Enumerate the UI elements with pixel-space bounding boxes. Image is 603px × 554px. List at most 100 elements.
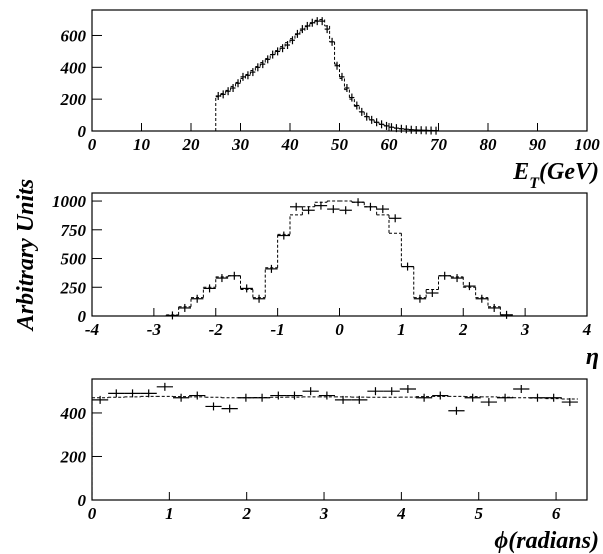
x-axis-title: η: [586, 344, 599, 370]
data-point: [464, 393, 481, 402]
x-tick-label: 6: [552, 504, 561, 523]
x-axis-title-part: ϕ(radians): [494, 528, 599, 554]
data-point: [463, 282, 476, 291]
data-point: [339, 206, 352, 215]
data-point: [225, 87, 231, 96]
data-point: [561, 398, 578, 407]
x-axis-title-part: η: [586, 344, 599, 370]
data-point: [389, 214, 402, 223]
x-tick-label: 2: [458, 320, 468, 339]
data-point: [191, 294, 204, 303]
data-point: [230, 84, 236, 93]
x-tick-label: 1: [165, 504, 174, 523]
y-tick-label: 400: [60, 58, 87, 77]
data-point: [327, 205, 340, 214]
x-tick-label: 4: [582, 320, 592, 339]
data-point: [448, 406, 465, 415]
y-tick-label: 0: [78, 307, 87, 326]
x-tick-label: 5: [474, 504, 483, 523]
data-point: [235, 79, 241, 88]
data-point: [173, 393, 190, 402]
plot-frame: [91, 192, 588, 317]
y-tick-label: 500: [61, 250, 87, 269]
data-point: [334, 61, 340, 70]
data-point: [215, 91, 221, 100]
data-point: [240, 284, 253, 293]
y-tick-label: 1000: [52, 192, 87, 211]
data-point: [108, 389, 125, 398]
data-point: [277, 231, 290, 240]
data-point: [376, 205, 389, 214]
data-point: [299, 25, 305, 34]
data-point: [286, 391, 303, 400]
data-point: [324, 25, 330, 34]
data-point: [124, 389, 141, 398]
data-point: [92, 395, 109, 404]
data-point: [302, 387, 319, 396]
data-point: [215, 274, 229, 283]
data-point: [334, 395, 352, 404]
data-point: [280, 44, 286, 53]
data-point: [344, 84, 350, 93]
y-axis-title: Arbitrary Units: [13, 179, 39, 332]
x-tick-label: 0: [88, 135, 97, 154]
data-point: [189, 391, 206, 400]
data-point: [203, 284, 216, 293]
x-tick-label: 0: [335, 320, 344, 339]
data-point: [252, 294, 266, 303]
data-point: [221, 404, 238, 413]
y-tick-label: 200: [60, 90, 87, 109]
x-tick-label: 30: [231, 135, 250, 154]
data-point: [383, 387, 400, 396]
x-tick-label: 3: [319, 504, 329, 523]
data-point: [399, 385, 416, 394]
data-point: [545, 393, 562, 402]
data-point: [432, 391, 449, 400]
y-tick-label: 0: [78, 491, 87, 510]
data-point: [304, 21, 310, 30]
y-tick-label: 400: [60, 404, 87, 423]
x-tick-label: 80: [480, 135, 498, 154]
x-tick-label: -3: [147, 320, 162, 339]
data-point: [450, 274, 464, 283]
data-point: [318, 391, 335, 400]
data-point: [140, 389, 157, 398]
data-point: [513, 385, 530, 394]
data-point: [351, 395, 368, 404]
y-tick-label: 250: [60, 278, 87, 297]
x-tick-label: 40: [281, 135, 300, 154]
data-point: [314, 17, 320, 26]
data-point: [413, 294, 427, 303]
data-point: [354, 101, 360, 110]
x-axis-title-part: T: [529, 175, 540, 192]
x-tick-label: 10: [133, 135, 151, 154]
x-tick-label: 70: [430, 135, 448, 154]
data-point: [367, 387, 384, 396]
y-tick-label: 0: [78, 122, 87, 141]
y-tick-label: 600: [61, 26, 87, 45]
data-point: [250, 68, 256, 77]
data-point: [275, 47, 281, 56]
data-point: [314, 201, 328, 210]
y-tick-label: 750: [61, 221, 87, 240]
data-point: [309, 18, 315, 27]
data-point: [265, 264, 278, 273]
x-tick-label: -1: [271, 320, 285, 339]
x-tick-label: 20: [182, 135, 201, 154]
x-axis-title: ET(GeV): [512, 159, 599, 192]
data-point: [265, 55, 271, 64]
x-tick-label: -2: [209, 320, 224, 339]
x-axis-title: ϕ(radians): [494, 528, 599, 554]
data-point: [156, 382, 173, 391]
data-point: [178, 303, 191, 312]
x-tick-label: 60: [381, 135, 399, 154]
x-tick-label: 100: [574, 135, 600, 154]
data-point: [166, 311, 179, 320]
data-point: [416, 393, 433, 402]
data-point: [290, 36, 295, 45]
data-point: [270, 391, 287, 400]
data-point: [255, 63, 261, 72]
data-point: [426, 289, 439, 298]
x-tick-label: 2: [241, 504, 251, 523]
